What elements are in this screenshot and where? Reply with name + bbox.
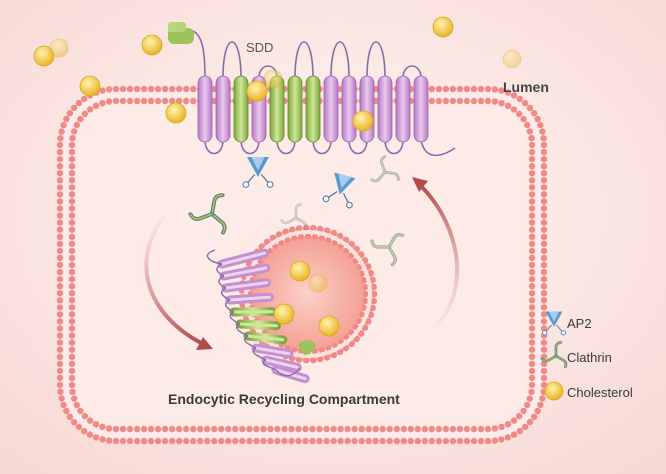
clathrin-triskelia (188, 155, 405, 267)
lumen-label: Lumen (503, 79, 549, 95)
legend-cholesterol-label: Cholesterol (567, 385, 633, 400)
protein-cap-vesicle (298, 340, 316, 355)
legend-ap2-label: AP2 (567, 316, 592, 331)
recycle-arrow-left (144, 213, 206, 347)
sdd-label: SDD (246, 40, 274, 55)
ap2-adaptors (242, 157, 356, 209)
recycle-arrow-right-head (412, 177, 428, 192)
cholesterol-molecules (33, 16, 522, 337)
recycle-arrow-right (418, 183, 460, 332)
vesicle-protein (206, 248, 310, 384)
legend-clathrin-label: Clathrin (567, 350, 612, 365)
legend-icons (540, 311, 568, 401)
compartment-label: Endocytic Recycling Compartment (168, 391, 400, 407)
recycle-arrow-left-head (196, 337, 213, 350)
protein-cap-top (168, 22, 194, 44)
